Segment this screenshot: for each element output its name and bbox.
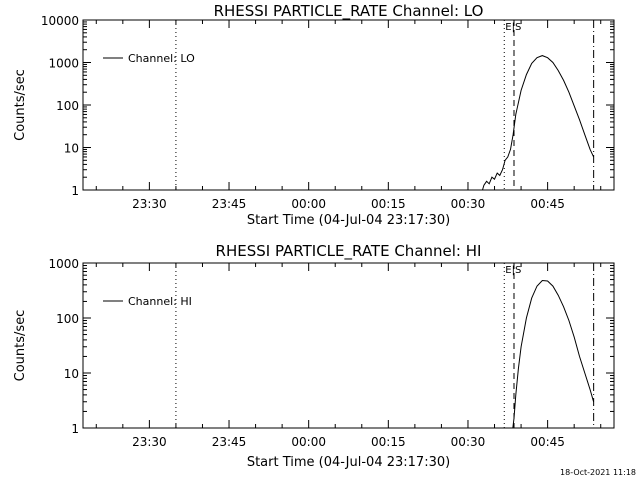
x-tick-label: 23:30: [132, 197, 167, 211]
y-tick-label: 1000: [48, 57, 79, 71]
y-tick-label: 100: [56, 99, 79, 113]
event-label: E|S: [505, 265, 521, 276]
chart-panel-2: RHESSI PARTICLE_RATE Channel: HI 1 10 100 10…: [13, 242, 615, 470]
y-tick-label: 1: [71, 184, 79, 198]
series-line: [481, 55, 595, 190]
event-label: E|S: [505, 22, 521, 33]
x-tick-label: 00:15: [371, 197, 406, 211]
chart-title: RHESSI PARTICLE_RATE Channel: LO: [214, 2, 484, 21]
x-tick-label: 00:15: [371, 435, 406, 449]
x-tick-label: 00:00: [291, 197, 326, 211]
x-tick-label: 00:30: [451, 197, 486, 211]
y-axis-label: Counts/sec: [13, 69, 28, 141]
y-tick-label: 100: [56, 312, 79, 326]
plot-frame: [82, 262, 615, 429]
x-tick-label: 23:45: [212, 435, 247, 449]
timestamp-label: 18-Oct-2021 11:18: [560, 468, 636, 477]
legend-label: Channel: HI: [128, 295, 192, 308]
chart-panel-1: RHESSI PARTICLE_RATE Channel: LO 1 10 100 10…: [13, 2, 615, 228]
x-tick-label: 00:45: [530, 197, 565, 211]
x-tick-label: 00:00: [291, 435, 326, 449]
y-tick-label: 1: [71, 422, 79, 436]
x-tick-label: 23:30: [132, 435, 167, 449]
x-axis-label: Start Time (04-Jul-04 23:17:30): [247, 213, 450, 228]
x-axis-label: Start Time (04-Jul-04 23:17:30): [247, 455, 450, 470]
x-tick-label: 00:45: [530, 435, 565, 449]
legend-label: Channel: LO: [128, 52, 195, 65]
y-tick-label: 10: [64, 142, 79, 156]
y-tick-label: 10: [64, 367, 79, 381]
y-tick-label: 1000: [48, 257, 79, 271]
plot-frame: [82, 19, 615, 191]
y-tick-label: 10000: [41, 14, 79, 28]
chart-title: RHESSI PARTICLE_RATE Channel: HI: [216, 242, 482, 261]
x-tick-label: 00:30: [451, 435, 486, 449]
y-axis-label: Counts/sec: [13, 310, 28, 382]
series-line: [512, 279, 595, 428]
x-tick-label: 23:45: [212, 197, 247, 211]
